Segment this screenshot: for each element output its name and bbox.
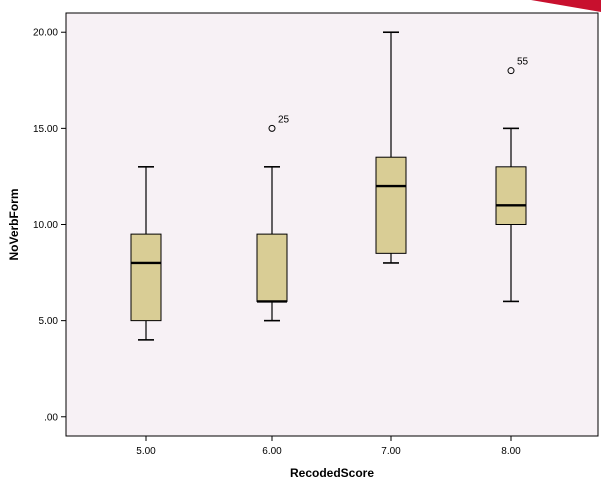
y-tick-label: 20.00 [33,28,58,39]
iqr-box [495,166,527,225]
box-7.00 [375,31,407,264]
y-tick-label: 10.00 [33,220,58,231]
outlier-label: 25 [278,114,290,125]
box-8.00: 55 [495,57,529,303]
y-tick-label: 15.00 [33,124,58,135]
outlier-point [268,124,276,132]
x-axis-title: RecodedScore [290,466,374,480]
x-tick-label: 5.00 [136,446,156,457]
iqr-box [130,233,162,322]
box-6.00: 25 [256,114,290,322]
boxes-group: 25 55 [130,31,529,341]
y-axis-ticks: .00 5.00 10.00 15.00 20.00 [33,28,66,423]
x-tick-label: 8.00 [501,446,521,457]
box-5.00 [130,166,162,341]
x-tick-label: 6.00 [262,446,282,457]
y-tick-label: 5.00 [39,316,59,327]
y-axis-title: NoVerbForm [7,188,21,260]
x-axis-ticks: 5.00 6.00 7.00 8.00 [136,436,521,457]
iqr-box [256,233,288,302]
outlier-label: 55 [517,57,529,68]
y-tick-label: .00 [44,412,58,423]
iqr-box [375,156,407,254]
outlier-point [507,67,515,75]
corner-flag-decoration [531,0,601,12]
x-tick-label: 7.00 [381,446,401,457]
